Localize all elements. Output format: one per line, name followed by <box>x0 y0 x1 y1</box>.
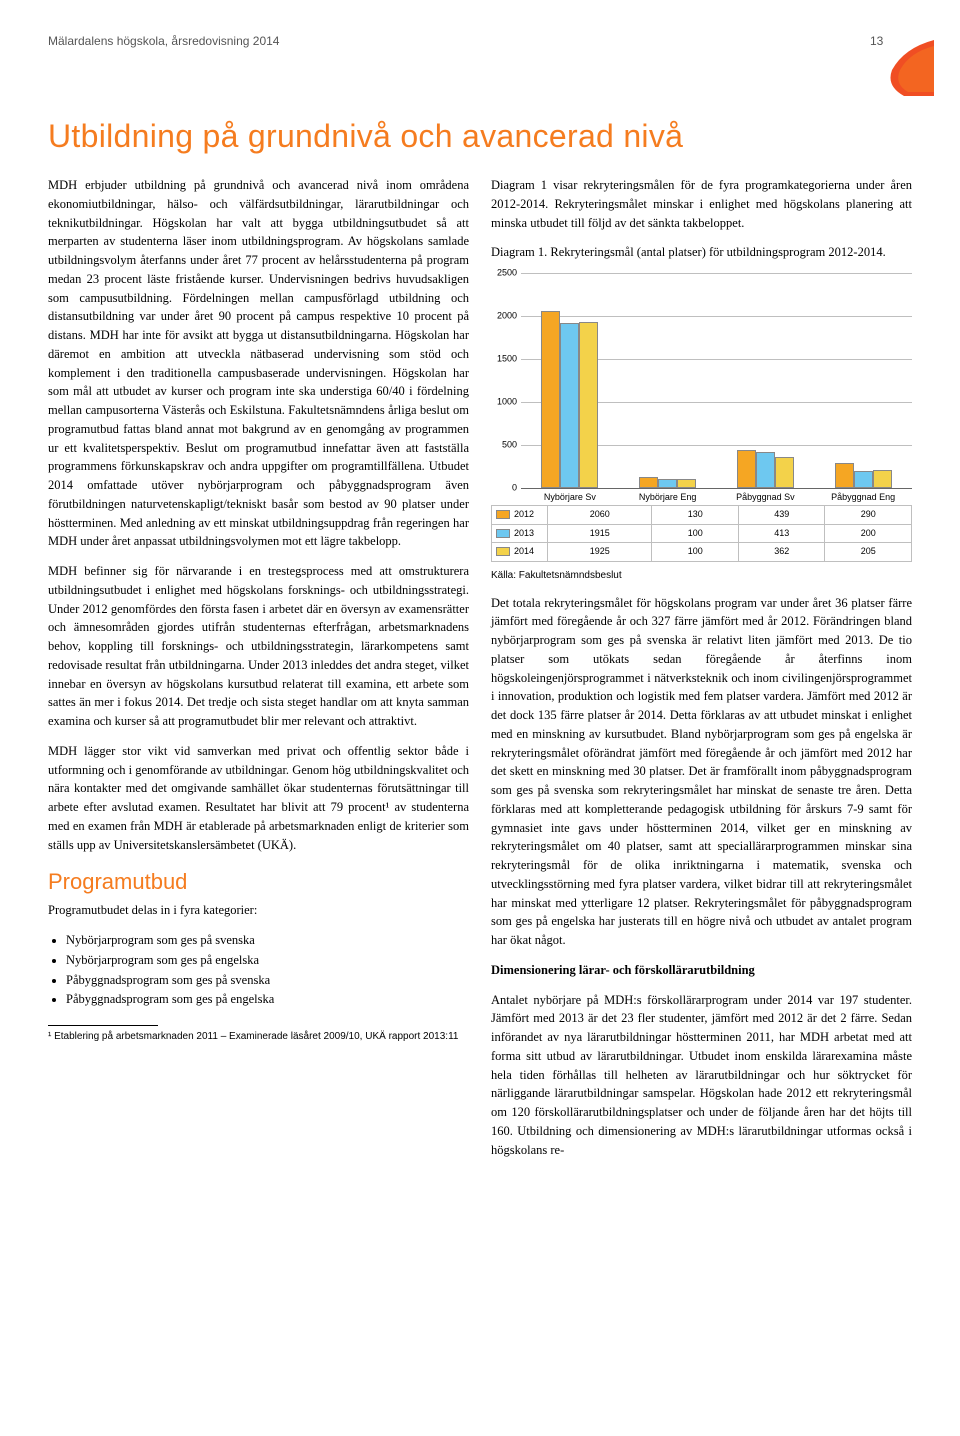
chart-data-table: 20122060130439290 20131915100413200 201419… <box>491 505 912 562</box>
section-subtext: Programutbudet delas in i fyra kategorie… <box>48 901 469 920</box>
y-axis-tick: 2000 <box>491 309 517 323</box>
bar-chart: 05001000150020002500 Nybörjare SvNybörja… <box>491 273 912 562</box>
body-paragraph: MDH lägger stor vikt vid samverkan med p… <box>48 742 469 855</box>
body-paragraph: Det totala rekryteringsmålet för högskol… <box>491 594 912 950</box>
chart-bar <box>873 470 892 488</box>
table-cell: 2060 <box>548 506 652 525</box>
chart-bar <box>835 463 854 488</box>
y-axis-tick: 0 <box>491 481 517 495</box>
page-number: 13 <box>870 32 883 50</box>
x-axis-label: Nybörjare Sv <box>521 489 619 503</box>
table-cell: 100 <box>652 543 739 562</box>
header-source: Mälardalens högskola, årsredovisning 201… <box>48 32 279 50</box>
list-item: Påbyggnadsprogram som ges på svenska <box>66 971 469 990</box>
footnote: ¹ Etablering på arbetsmarknaden 2011 – E… <box>48 1030 469 1044</box>
x-axis-label: Nybörjare Eng <box>619 489 717 503</box>
table-cell: 362 <box>738 543 825 562</box>
two-column-layout: MDH erbjuder utbildning på grundnivå och… <box>48 176 912 1170</box>
legend-entry: 2014 <box>492 543 548 562</box>
subsection-heading: Dimensionering lärar- och förskollärarut… <box>491 961 912 980</box>
chart-bar <box>677 479 696 488</box>
chart-bar <box>560 323 579 488</box>
right-column: Diagram 1 visar rekryteringsmålen för de… <box>491 176 912 1170</box>
page-header: Mälardalens högskola, årsredovisning 201… <box>48 32 912 94</box>
legend-entry: 2013 <box>492 524 548 543</box>
table-cell: 290 <box>825 506 912 525</box>
chart-bar <box>639 477 658 488</box>
body-paragraph: Antalet nybörjare på MDH:s förskollärarp… <box>491 991 912 1160</box>
x-axis-label: Påbyggnad Sv <box>717 489 815 503</box>
y-axis-tick: 2500 <box>491 266 517 280</box>
header-right: 13 <box>866 32 912 94</box>
chart-bar <box>756 452 775 488</box>
body-paragraph: Diagram 1 visar rekryteringsmålen för de… <box>491 176 912 232</box>
page-title: Utbildning på grundnivå och avancerad ni… <box>48 112 912 160</box>
list-item: Nybörjarprogram som ges på svenska <box>66 931 469 950</box>
left-column: MDH erbjuder utbildning på grundnivå och… <box>48 176 469 1170</box>
chart-source: Källa: Fakultetsnämndsbeslut <box>491 568 912 583</box>
list-item: Påbyggnadsprogram som ges på engelska <box>66 990 469 1009</box>
y-axis-tick: 1000 <box>491 395 517 409</box>
footnote-rule <box>48 1025 158 1026</box>
x-axis-label: Påbyggnad Eng <box>814 489 912 503</box>
y-axis-tick: 500 <box>491 438 517 452</box>
legend-entry: 2012 <box>492 506 548 525</box>
y-axis-tick: 1500 <box>491 352 517 366</box>
chart-bar <box>775 457 794 488</box>
chart-caption: Diagram 1. Rekryteringsmål (antal platse… <box>491 243 912 262</box>
category-list: Nybörjarprogram som ges på svenska Nybör… <box>66 931 469 1009</box>
body-paragraph: MDH erbjuder utbildning på grundnivå och… <box>48 176 469 551</box>
table-cell: 1925 <box>548 543 652 562</box>
decorative-leaf-icon <box>884 40 934 96</box>
chart-bar <box>658 479 677 488</box>
table-cell: 205 <box>825 543 912 562</box>
table-cell: 1915 <box>548 524 652 543</box>
chart-bar <box>579 322 598 488</box>
table-cell: 130 <box>652 506 739 525</box>
table-cell: 413 <box>738 524 825 543</box>
section-heading: Programutbud <box>48 865 469 898</box>
chart-bar <box>737 450 756 488</box>
table-cell: 200 <box>825 524 912 543</box>
table-cell: 439 <box>738 506 825 525</box>
chart-bar <box>541 311 560 488</box>
body-paragraph: MDH befinner sig för närvarande i en tre… <box>48 562 469 731</box>
chart-bar <box>854 471 873 488</box>
list-item: Nybörjarprogram som ges på engelska <box>66 951 469 970</box>
table-cell: 100 <box>652 524 739 543</box>
